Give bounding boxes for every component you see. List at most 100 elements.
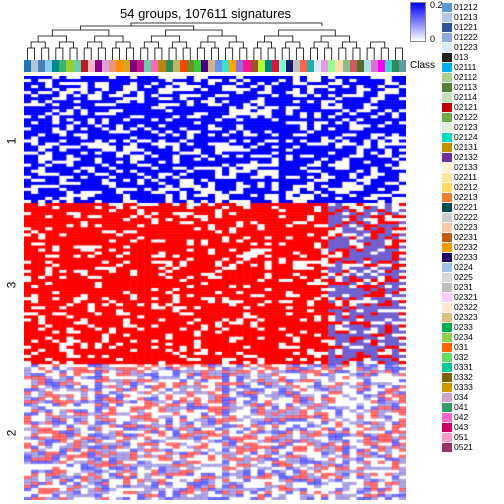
legend-swatch [442, 443, 452, 452]
class-cell [180, 60, 187, 72]
legend-label: 02124 [454, 132, 478, 142]
legend-swatch [442, 133, 452, 142]
class-cell [350, 60, 357, 72]
class-cell [201, 60, 208, 72]
legend-swatch [442, 163, 452, 172]
legend-item: 032 [442, 352, 502, 362]
class-cell [272, 60, 279, 72]
class-cell [392, 60, 399, 72]
legend-item: 02323 [442, 312, 502, 322]
class-cell [31, 60, 38, 72]
legend-label: 042 [454, 412, 468, 422]
legend-swatch [442, 323, 452, 332]
legend-swatch [442, 263, 452, 272]
legend-label: 043 [454, 422, 468, 432]
legend-swatch [442, 403, 452, 412]
legend-swatch [442, 433, 452, 442]
class-cell [109, 60, 116, 72]
legend-swatch [442, 23, 452, 32]
legend-item: 043 [442, 422, 502, 432]
legend-item: 0333 [442, 382, 502, 392]
legend-swatch [442, 423, 452, 432]
legend-label: 032 [454, 352, 468, 362]
legend-item: 01212 [442, 2, 502, 12]
legend-item: 02133 [442, 162, 502, 172]
class-cell [74, 60, 81, 72]
class-cell [279, 60, 286, 72]
legend-label: 01212 [454, 2, 478, 12]
colorbar-min: 0 [430, 34, 435, 44]
class-cell [166, 60, 173, 72]
legend-label: 02233 [454, 252, 478, 262]
legend-label: 02212 [454, 182, 478, 192]
legend-item: 01223 [442, 42, 502, 52]
legend-label: 02111 [454, 62, 476, 72]
legend-swatch [442, 233, 452, 242]
legend-swatch [442, 223, 452, 232]
class-cell [229, 60, 236, 72]
row-group-label: 2 [4, 430, 18, 437]
legend-swatch [442, 243, 452, 252]
class-cell [137, 60, 144, 72]
legend-label: 034 [454, 392, 468, 402]
chart-title: 54 groups, 107611 signatures [120, 6, 291, 21]
legend-item: 02122 [442, 112, 502, 122]
legend-swatch [442, 83, 452, 92]
legend-swatch [442, 183, 452, 192]
heatmap [24, 76, 406, 500]
legend-swatch [442, 373, 452, 382]
colorbar: 0.2 0 [410, 2, 438, 46]
class-cell [66, 60, 73, 72]
class-cell [286, 60, 293, 72]
legend-label: 02321 [454, 292, 478, 302]
legend-swatch [442, 63, 452, 72]
class-cell [328, 60, 335, 72]
class-cell [173, 60, 180, 72]
legend-swatch [442, 393, 452, 402]
class-cell [265, 60, 272, 72]
legend-swatch [442, 203, 452, 212]
class-cell [357, 60, 364, 72]
class-cell [116, 60, 123, 72]
legend-label: 02221 [454, 202, 478, 212]
legend-label: 02113 [454, 82, 477, 92]
class-cell [364, 60, 371, 72]
legend-item: 01213 [442, 12, 502, 22]
legend-label: 02322 [454, 302, 478, 312]
class-cell [343, 60, 350, 72]
legend-label: 0231 [454, 282, 473, 292]
legend-item: 0521 [442, 442, 502, 452]
legend-swatch [442, 123, 452, 132]
legend-swatch [442, 353, 452, 362]
legend-label: 0521 [454, 442, 473, 452]
legend-swatch [442, 283, 452, 292]
legend-label: 051 [454, 432, 468, 442]
class-legend: 0121201213012210122201223013021110211202… [442, 2, 502, 452]
legend-label: 02231 [454, 232, 478, 242]
legend-label: 02112 [454, 72, 477, 82]
legend-item: 0231 [442, 282, 502, 292]
legend-item: 02111 [442, 62, 502, 72]
class-cell [215, 60, 222, 72]
class-cell [243, 60, 250, 72]
class-label: Class [410, 60, 435, 71]
legend-label: 0332 [454, 372, 473, 382]
legend-label: 0234 [454, 332, 473, 342]
legend-item: 02231 [442, 232, 502, 242]
class-cell [59, 60, 66, 72]
class-cell [45, 60, 52, 72]
legend-label: 02232 [454, 242, 478, 252]
legend-item: 01221 [442, 22, 502, 32]
class-cell [208, 60, 215, 72]
class-cell [151, 60, 158, 72]
legend-item: 041 [442, 402, 502, 412]
class-cell [130, 60, 137, 72]
legend-swatch [442, 413, 452, 422]
legend-swatch [442, 273, 452, 282]
legend-item: 02233 [442, 252, 502, 262]
legend-swatch [442, 173, 452, 182]
row-group-label: 3 [4, 281, 18, 288]
class-cell [95, 60, 102, 72]
class-cell [314, 60, 321, 72]
legend-swatch [442, 213, 452, 222]
